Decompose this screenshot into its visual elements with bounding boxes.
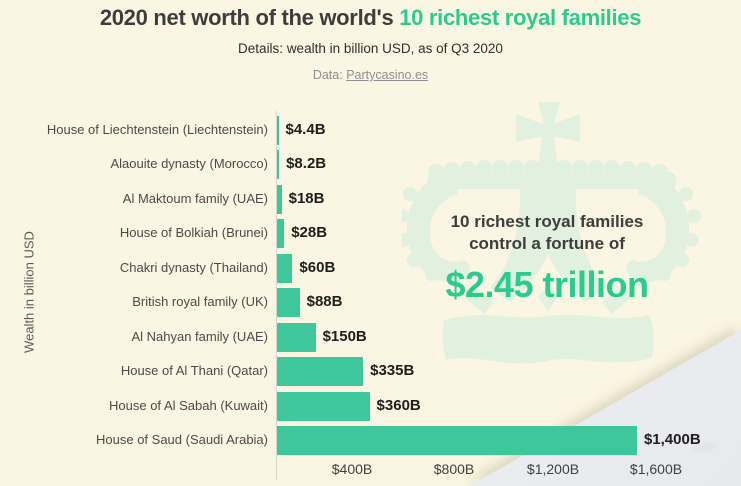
page-title: 2020 net worth of the world's 10 richest…: [0, 5, 741, 31]
x-tick-label: $400B: [331, 461, 373, 477]
table-row: Chakri dynasty (Thailand) $60B: [0, 251, 741, 285]
bar: [277, 322, 316, 352]
source-prefix: Data:: [312, 68, 347, 82]
value-label: $18B: [288, 189, 325, 207]
subtitle: Details: wealth in billion USD, as of Q3…: [238, 41, 503, 56]
right-volute: [626, 174, 701, 287]
bar: [277, 426, 637, 456]
category-label: House of Al Sabah (Kuwait): [109, 397, 268, 413]
value-label: $1,400B: [643, 431, 701, 449]
category-label: Chakri dynasty (Thailand): [119, 259, 268, 275]
bar: [277, 150, 280, 180]
x-tick-label: $1,200B: [526, 461, 580, 477]
value-label: $360B: [376, 396, 421, 414]
table-row: House of Liechtenstein (Liechtenstein) $4…: [0, 113, 741, 147]
category-label: British royal family (UK): [132, 294, 268, 310]
category-label: House of Bolkiah (Brunei): [119, 225, 268, 241]
category-label: Al Maktoum family (UAE): [122, 190, 268, 206]
callout-line2: control a fortune of: [469, 234, 625, 253]
left-volute: [402, 174, 470, 287]
data-source: Data: Partycasino.es: [0, 68, 741, 82]
category-label: House of Al Thani (Qatar): [120, 363, 268, 379]
value-label: $335B: [370, 362, 415, 380]
bar: [277, 219, 285, 249]
callout-amount: $2.45 trillion: [445, 264, 649, 305]
category-label: House of Liechtenstein (Liechtenstein): [46, 122, 268, 137]
title-green-part: 10 richest royal families: [399, 5, 642, 30]
category-label: Al Nahyan family (UAE): [131, 328, 268, 344]
table-row: Al Nahyan family (UAE) $150B: [0, 320, 741, 354]
callout-line1: 10 richest royal families: [450, 212, 644, 231]
y-axis-line: [276, 111, 277, 480]
bar: [277, 116, 279, 145]
table-row: House of Bolkiah (Brunei) $28B: [0, 216, 741, 250]
table-row: British royal family (UK) $88B: [0, 285, 741, 319]
title-dark-part: 2020 net worth of the world's: [99, 5, 400, 30]
category-label: House of Saud (Saudi Arabia): [96, 432, 268, 448]
value-label: $8.2B: [286, 155, 327, 173]
value-label: $150B: [322, 327, 367, 345]
bar: [277, 253, 293, 283]
value-label: $88B: [306, 293, 343, 311]
bar: [277, 357, 364, 387]
table-row: House of Saud (Saudi Arabia) $1,400B: [0, 423, 741, 457]
source-link[interactable]: Partycasino.es: [346, 68, 429, 82]
x-tick-label: $1,600B: [629, 461, 683, 477]
table-row: Alaouite dynasty (Morocco) $8.2B: [0, 147, 741, 181]
x-tick-label: $800B: [433, 461, 475, 477]
value-label: $60B: [299, 258, 336, 276]
category-label: Alaouite dynasty (Morocco): [110, 156, 268, 172]
bar: [277, 288, 300, 318]
table-row: Al Maktoum family (UAE) $18B: [0, 182, 741, 216]
value-label: $28B: [291, 224, 328, 242]
callout: 10 richest royal families control a fort…: [445, 211, 649, 306]
table-row: House of Al Thani (Qatar) $335B: [0, 354, 741, 388]
value-label: $4.4B: [285, 121, 326, 138]
pearl-band: [428, 160, 676, 189]
bar: [277, 391, 370, 421]
table-row: House of Al Sabah (Kuwait) $360B: [0, 389, 741, 423]
bar: [277, 184, 282, 214]
